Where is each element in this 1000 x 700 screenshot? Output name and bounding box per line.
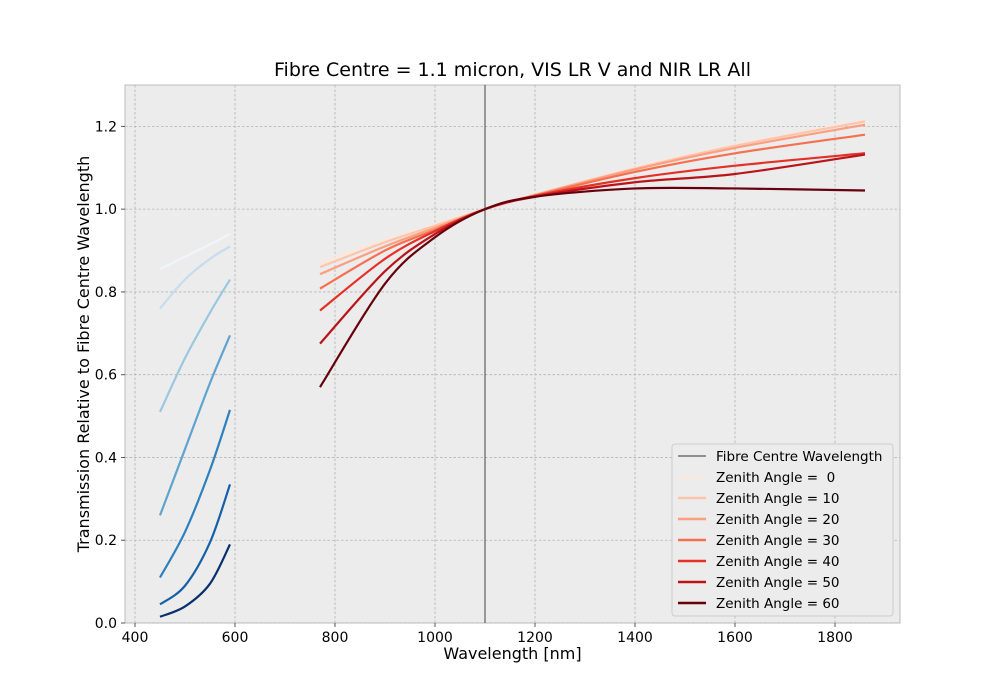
legend-label: Zenith Angle = 0 <box>716 470 835 486</box>
legend-label: Zenith Angle = 30 <box>716 533 840 549</box>
x-tick-label: 1400 <box>617 630 653 646</box>
vis-series-line-angle-40 <box>159 409 232 579</box>
x-tick-label: 1200 <box>517 630 553 646</box>
x-tick-label: 1000 <box>417 630 453 646</box>
y-tick-label: 0.2 <box>95 533 117 549</box>
y-tick-label: 0.6 <box>95 368 117 384</box>
x-tick-label: 1600 <box>717 630 753 646</box>
vis-series-line-angle-0 <box>159 233 231 271</box>
x-tick-label: 600 <box>222 630 249 646</box>
legend-label: Fibre Centre Wavelength <box>716 449 882 465</box>
legend-label: Zenith Angle = 60 <box>716 596 840 612</box>
vis-series-line-angle-30 <box>158 334 232 516</box>
x-axis-title: Wavelength [nm] <box>443 644 581 663</box>
y-tick-label: 0.0 <box>95 616 117 632</box>
legend: Fibre Centre Wavelength Zenith Angle = 0 Z… <box>671 443 894 617</box>
legend-label: Zenith Angle = 20 <box>716 512 840 528</box>
x-tick-label: 800 <box>322 630 349 646</box>
legend-label: Zenith Angle = 50 <box>716 575 840 591</box>
legend-label: Zenith Angle = 10 <box>716 491 840 507</box>
series-layer <box>158 85 866 623</box>
y-tick-label: 0.8 <box>95 285 117 301</box>
nir-series-line-6 <box>319 186 866 388</box>
vis-series-line-angle-20 <box>159 278 231 413</box>
y-tick-label: 1.0 <box>95 202 117 218</box>
axis-layer: 400 600 800 1000 1200 1400 1600 1800 0.0 0.2 0.4 0.… <box>95 119 853 646</box>
y-axis-title: Transmission Relative to Fibre Centre Wa… <box>74 156 93 554</box>
vis-series-line-angle-60 <box>159 543 231 618</box>
legend-label: Zenith Angle = 40 <box>716 554 840 570</box>
y-tick-label: 1.2 <box>95 119 117 135</box>
x-tick-label: 400 <box>122 630 149 646</box>
vis-series-line-angle-10 <box>159 245 231 310</box>
y-tick-label: 0.4 <box>95 450 117 466</box>
chart-title: Fibre Centre = 1.1 micron, VIS LR V and … <box>274 59 751 81</box>
vis-series-line-angle-50 <box>159 484 232 606</box>
legend-box <box>671 443 894 617</box>
x-tick-label: 1800 <box>817 630 853 646</box>
